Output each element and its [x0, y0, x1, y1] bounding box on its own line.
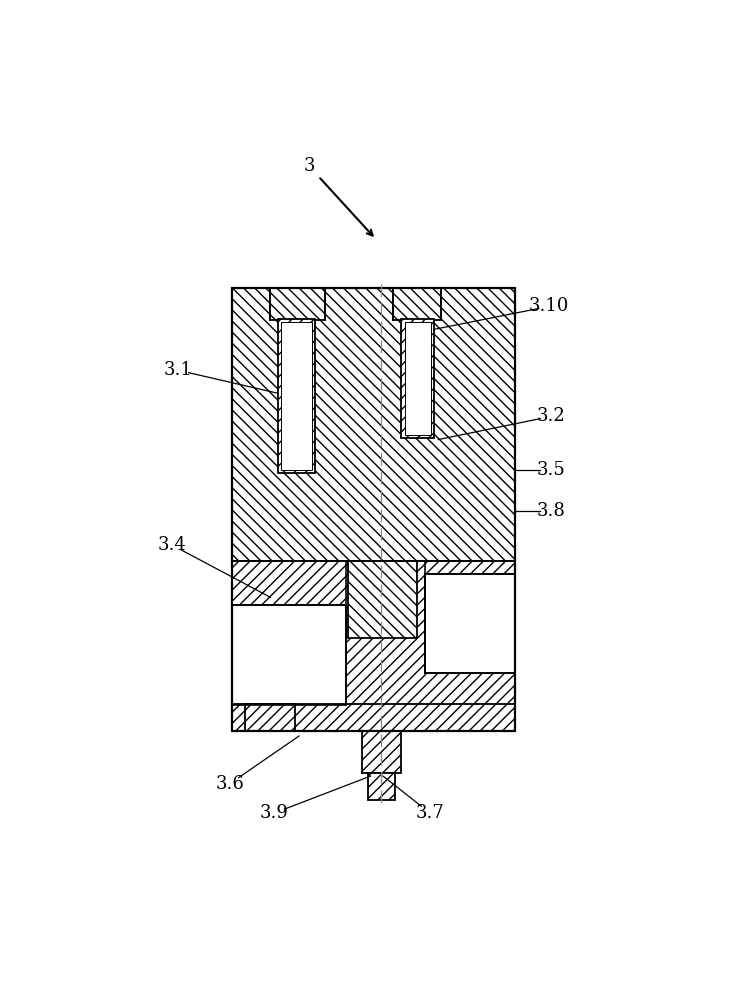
Bar	[232, 561, 516, 731]
Bar	[425, 574, 516, 673]
Bar	[402, 319, 434, 438]
Text: 3.4: 3.4	[158, 536, 186, 554]
Text: 3: 3	[303, 157, 315, 175]
Text: 3.7: 3.7	[416, 804, 444, 822]
Bar	[282, 322, 312, 470]
Bar	[232, 288, 516, 561]
Text: 3.8: 3.8	[536, 502, 565, 520]
Text: 3.5: 3.5	[536, 461, 565, 479]
Text: 3.10: 3.10	[529, 297, 569, 315]
Bar	[232, 605, 346, 705]
Bar	[282, 322, 312, 470]
Bar	[278, 319, 315, 473]
Bar	[245, 704, 295, 731]
Bar	[348, 561, 417, 638]
Bar	[362, 731, 401, 773]
Bar	[367, 773, 396, 800]
Bar	[405, 322, 431, 435]
Bar	[232, 288, 516, 731]
Text: 3.9: 3.9	[260, 804, 289, 822]
Bar	[232, 704, 516, 731]
Bar	[405, 322, 431, 435]
Text: 3.2: 3.2	[536, 407, 565, 425]
Bar	[393, 288, 441, 320]
Text: 3.1: 3.1	[164, 361, 193, 379]
Text: 3.6: 3.6	[215, 775, 244, 793]
Bar	[270, 288, 326, 320]
